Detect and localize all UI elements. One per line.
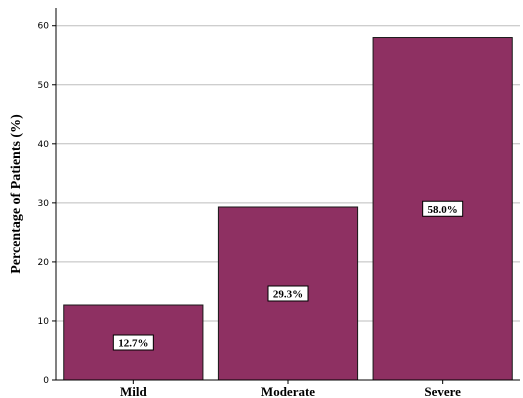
y-axis-ticks: 0 10 20 30 40 50 60: [38, 22, 56, 386]
y-tick-label: 0: [43, 376, 49, 386]
x-tick-label: Severe: [424, 384, 461, 398]
y-tick-label: 30: [38, 199, 50, 209]
data-label-box: [422, 200, 464, 217]
data-label: 29.3%: [273, 288, 303, 300]
x-tick-label: Moderate: [261, 384, 315, 398]
data-label-box: [112, 334, 154, 351]
y-tick-label: 60: [38, 22, 50, 32]
y-axis-label: Percentage of Patients (%): [9, 114, 24, 274]
x-tick-label: Mild: [120, 384, 147, 398]
data-label-box: [267, 285, 309, 302]
y-tick-label: 50: [38, 81, 50, 91]
x-axis-ticks: Mild Moderate Severe: [120, 380, 461, 398]
y-tick-label: 40: [38, 140, 50, 150]
data-label: 58.0%: [428, 204, 458, 216]
y-tick-label: 10: [38, 317, 50, 327]
data-labels: 12.7% 29.3% 58.0%: [112, 200, 464, 351]
y-tick-label: 20: [38, 258, 50, 268]
data-label: 12.7%: [118, 338, 148, 350]
